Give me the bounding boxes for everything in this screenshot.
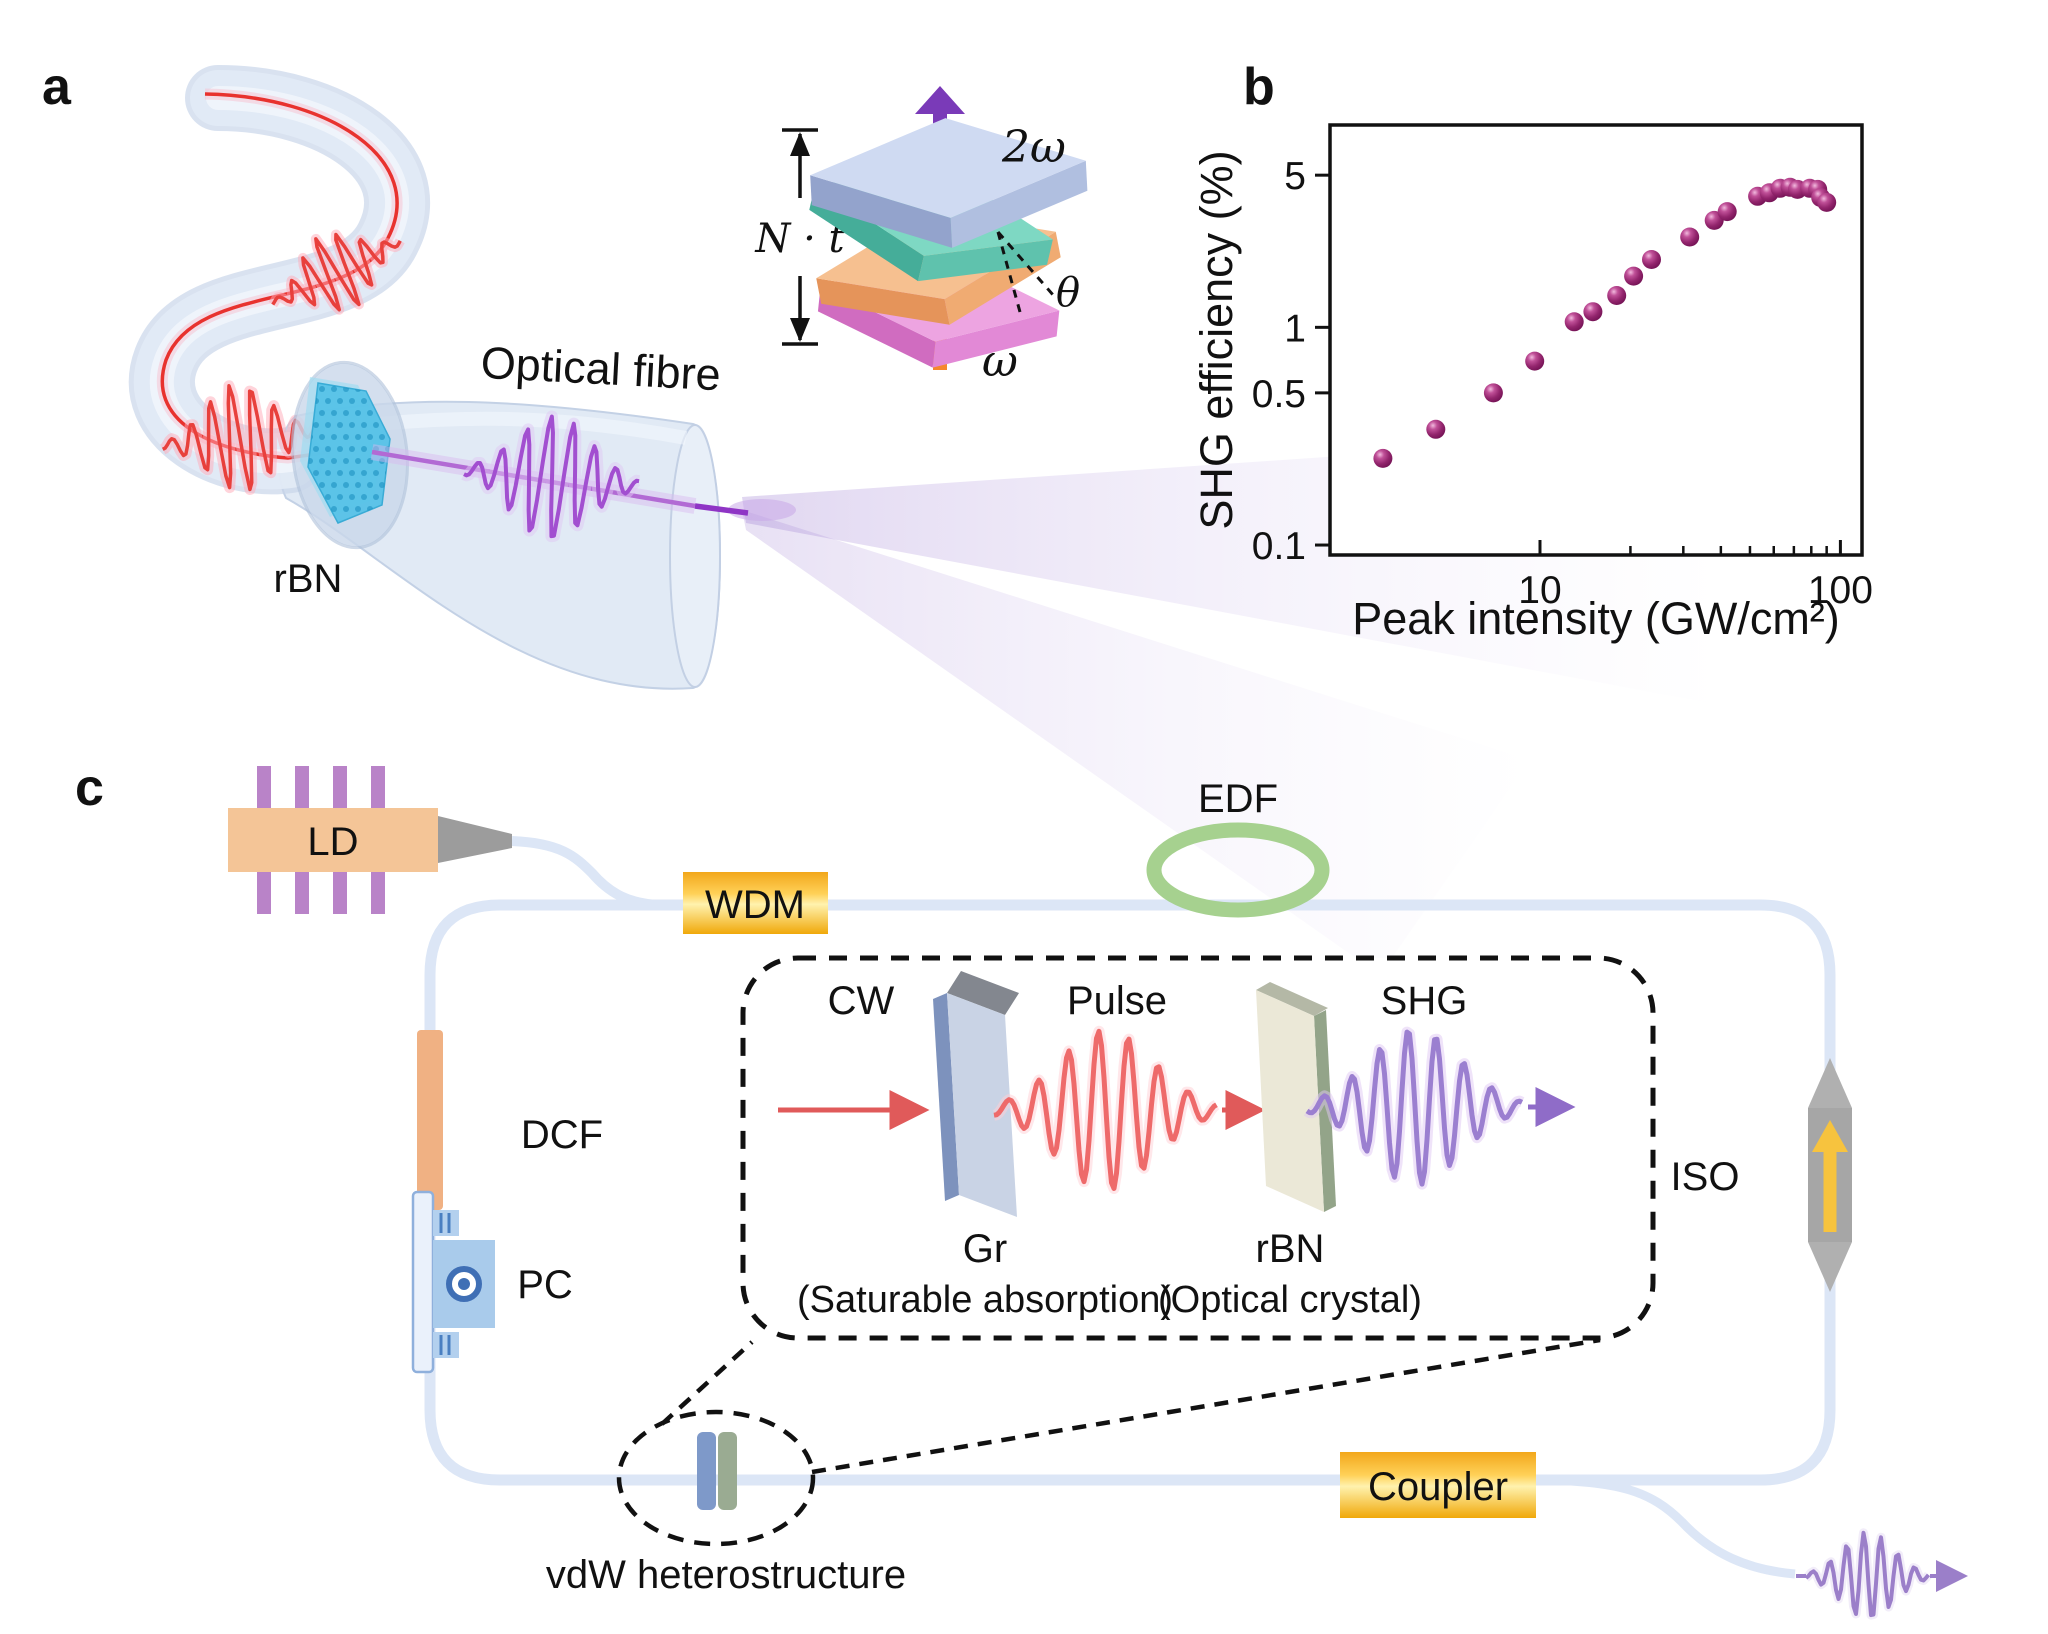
inset-rbn-label: rBN xyxy=(1256,1227,1325,1271)
data-point xyxy=(1373,448,1393,468)
panel-c-label: c xyxy=(75,759,104,817)
callout-line-right xyxy=(811,1337,1601,1475)
data-point xyxy=(1426,419,1446,439)
stack-top-slab xyxy=(810,118,1088,248)
inset-contents: CW Pulse SHG Gr (Saturable absorption) xyxy=(778,971,1576,1321)
fibre-loop xyxy=(424,899,1836,1486)
data-point xyxy=(1680,227,1700,247)
pc-tab-bottom xyxy=(433,1332,459,1358)
omega-label: ω xyxy=(982,336,1018,387)
wdm: WDM xyxy=(683,872,828,934)
wdm-label: WDM xyxy=(705,883,805,927)
y-axis-label: SHG efficiency (%) xyxy=(1191,150,1242,529)
data-point xyxy=(1624,266,1644,286)
pc-plate xyxy=(411,1190,435,1374)
iso-arrow-head xyxy=(1812,1120,1848,1152)
dcf-label: DCF xyxy=(521,1113,603,1157)
vdw-heterostructure: vdW heterostructure xyxy=(546,1409,906,1597)
iso-label: ISO xyxy=(1671,1155,1740,1199)
two-omega-label: 2ω xyxy=(1001,122,1066,173)
coupler-box xyxy=(1340,1452,1536,1518)
dim-arrow-down xyxy=(790,318,810,342)
panel-c: c LD WDM EDF DCF xyxy=(75,759,1968,1620)
edf: EDF xyxy=(1146,777,1330,918)
pump-pulse-1 xyxy=(268,229,405,315)
vdw-rbn-slab xyxy=(718,1432,737,1510)
ld-taper xyxy=(438,816,512,863)
data-point xyxy=(1583,302,1603,322)
laser-diode: LD xyxy=(228,766,512,914)
fibre-end-cap xyxy=(669,424,721,688)
svg-text:5: 5 xyxy=(1284,155,1306,198)
output-pulse xyxy=(1796,1528,1968,1620)
polarization-controller: PC xyxy=(411,1190,573,1374)
gr-slab xyxy=(933,971,1019,1217)
gr-desc-label: (Saturable absorption) xyxy=(797,1279,1173,1321)
edf-coil xyxy=(1146,822,1330,918)
data-point xyxy=(1642,250,1661,269)
edf-label: EDF xyxy=(1198,777,1278,821)
theta-label: θ xyxy=(1056,270,1080,316)
data-point xyxy=(1717,202,1737,222)
svg-text:1: 1 xyxy=(1284,307,1306,350)
inset-rbn-slab xyxy=(1256,982,1336,1212)
vdw-ellipse xyxy=(616,1409,816,1547)
dcf: DCF xyxy=(417,1030,603,1210)
svg-text:10: 10 xyxy=(1518,569,1561,612)
panel-a-label: a xyxy=(42,58,72,116)
pc-tab-top xyxy=(433,1210,459,1236)
data-point xyxy=(1525,351,1545,371)
data-point xyxy=(1817,192,1837,212)
pc-label: PC xyxy=(517,1263,573,1307)
ld-label: LD xyxy=(307,820,358,864)
panel-b-label: b xyxy=(1243,58,1275,116)
inset-red-pulse xyxy=(991,1025,1220,1194)
panel-a: a xyxy=(42,58,1720,975)
data-point xyxy=(1564,312,1584,332)
rbn-flake-label: rBN xyxy=(274,557,343,601)
svg-text:0.5: 0.5 xyxy=(1252,373,1306,416)
output-branch-fibre xyxy=(1532,1475,1796,1579)
stack-inset: N · t θ 2ω ω xyxy=(754,86,1088,387)
pulse-label: Pulse xyxy=(1067,979,1167,1023)
vdw-label: vdW heterostructure xyxy=(546,1553,906,1597)
ld-pins xyxy=(257,766,385,914)
coupler: Coupler xyxy=(1340,1452,1536,1518)
dim-arrow-up xyxy=(790,132,810,156)
gr-label: Gr xyxy=(963,1227,1007,1271)
chart-ticks: 10 100 0.1 0.5 1 5 xyxy=(1252,155,1873,612)
callout-line-left xyxy=(660,1340,754,1426)
x-axis-label: Peak intensity (GW/cm²) xyxy=(1352,593,1840,644)
chart-points xyxy=(1373,177,1837,468)
ld-pigtail-fibre xyxy=(511,836,661,910)
shg-pulse xyxy=(460,410,643,543)
dcf-bar xyxy=(417,1030,443,1210)
slab-top xyxy=(810,118,1088,248)
shg-label: SHG xyxy=(1381,979,1468,1023)
rbn-desc-label: (Optical crystal) xyxy=(1158,1279,1422,1321)
iso-top xyxy=(1808,1058,1852,1108)
wdm-box xyxy=(683,872,828,934)
data-point xyxy=(1483,383,1503,403)
vdw-gr-slab xyxy=(697,1432,716,1510)
isolator: ISO xyxy=(1671,1058,1852,1292)
svg-text:100: 100 xyxy=(1808,569,1873,612)
cw-label: CW xyxy=(828,979,895,1023)
ld-body xyxy=(228,808,438,872)
optical-fibre-label: Optical fibre xyxy=(480,337,722,400)
data-point xyxy=(1607,286,1627,305)
iso-bottom xyxy=(1808,1242,1852,1292)
svg-text:0.1: 0.1 xyxy=(1252,525,1306,568)
rbn-flake xyxy=(290,360,410,550)
coupler-label: Coupler xyxy=(1368,1465,1508,1509)
inset-purple-pulse xyxy=(1303,1026,1525,1190)
